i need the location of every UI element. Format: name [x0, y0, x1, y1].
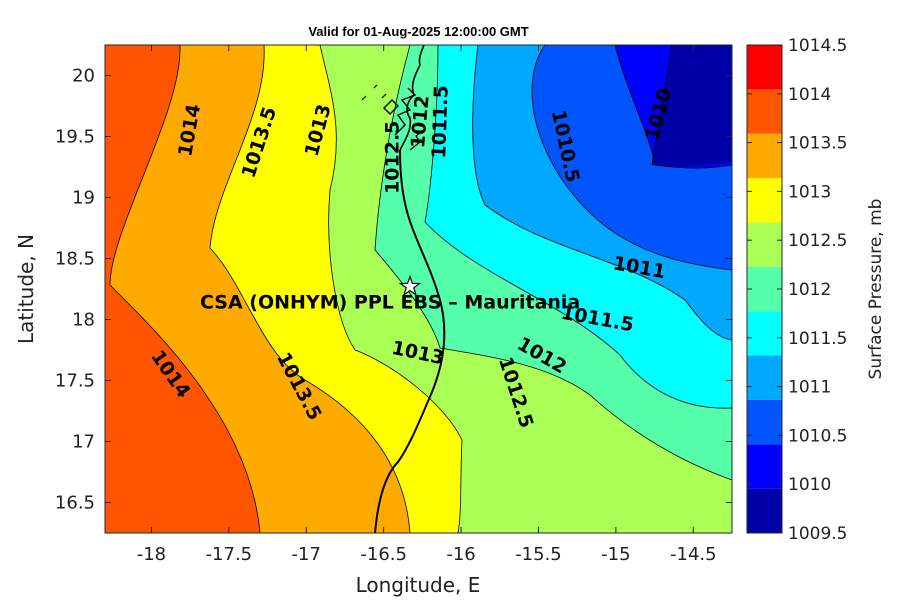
x-tick-label: -15.5	[515, 544, 562, 565]
band-1009_5	[652, 45, 732, 167]
colorbar-segment	[747, 311, 782, 356]
x-tick-label: -14.5	[670, 544, 717, 565]
colorbar-tick-label: 1011.5	[788, 329, 847, 349]
colorbar-label: Surface Pressure, mb	[866, 199, 886, 380]
x-tick-label: -16	[446, 544, 475, 565]
colorbar-tick-label: 1013	[788, 182, 831, 202]
colorbar-tick-label: 1014	[788, 85, 831, 105]
colorbar-tick-label: 1010	[788, 475, 831, 495]
map-title: Valid for 01-Aug-2025 12:00:00 GMT	[308, 24, 529, 39]
colorbar-segment	[747, 45, 782, 90]
colorbar-tick-label: 1014.5	[788, 36, 847, 56]
colorbar-tick-label: 1013.5	[788, 134, 847, 154]
colorbar-segment	[747, 222, 782, 267]
y-tick-label: 18	[72, 310, 95, 331]
x-tick-label: -17	[292, 544, 321, 565]
colorbar-segment	[747, 178, 782, 223]
y-axis-label: Latitude, N	[14, 234, 38, 344]
colorbar-segment	[747, 266, 782, 312]
colorbar-segment	[747, 444, 782, 489]
y-tick-label: 18.5	[55, 249, 95, 270]
colorbar-segment	[747, 133, 782, 179]
y-tick-label: 19	[72, 188, 95, 209]
coastline	[361, 45, 446, 533]
contour-label: 1012.5	[381, 121, 403, 194]
contour-label: 1011.5	[428, 85, 453, 159]
contour-lines	[109, 45, 732, 533]
colorbar-segment	[747, 488, 782, 533]
x-tick-label: -16.5	[360, 544, 407, 565]
y-tick-label: 19.5	[55, 127, 95, 148]
colorbar-tick-label: 1009.5	[788, 524, 847, 544]
y-tick-label: 16.5	[55, 493, 95, 514]
colorbar: 1009.5 1010 1010.5 1011 1011.5 1012 1012.5 1013…	[746, 36, 847, 544]
y-tick-label: 17.5	[55, 371, 95, 392]
site-label: CSA (ONHYM) PPL EBS – Mauritania	[200, 292, 580, 314]
site-star-icon	[398, 274, 422, 297]
y-tick-label: 20	[72, 66, 95, 87]
x-tick-label: -18	[137, 544, 166, 565]
contour-label: 1012	[407, 95, 434, 150]
x-tick-label: -17.5	[206, 544, 253, 565]
colorbar-segment	[747, 399, 782, 445]
y-tick-label: 17	[72, 432, 95, 453]
pressure-contour-map	[105, 45, 732, 533]
colorbar-tick-label: 1012	[788, 280, 831, 300]
colorbar-segment	[747, 355, 782, 400]
x-tick-label: -15	[601, 544, 630, 565]
colorbar-tick-label: 1012.5	[788, 231, 847, 251]
site-marker-group: CSA (ONHYM) PPL EBS – Mauritania	[200, 274, 580, 314]
y-axis-ticks: 16.5 17 17.5 18 18.5 19 19.5 20	[55, 66, 732, 514]
plot-frame	[104, 44, 733, 534]
colorbar-segment	[747, 89, 782, 134]
x-axis-ticks: -18 -17.5 -17 -16.5 -16 -15.5 -15 -14.5	[137, 45, 717, 565]
x-axis-label: Longitude, E	[356, 573, 481, 597]
colorbar-tick-label: 1010.5	[788, 426, 847, 446]
colorbar-tick-label: 1011	[788, 378, 831, 398]
